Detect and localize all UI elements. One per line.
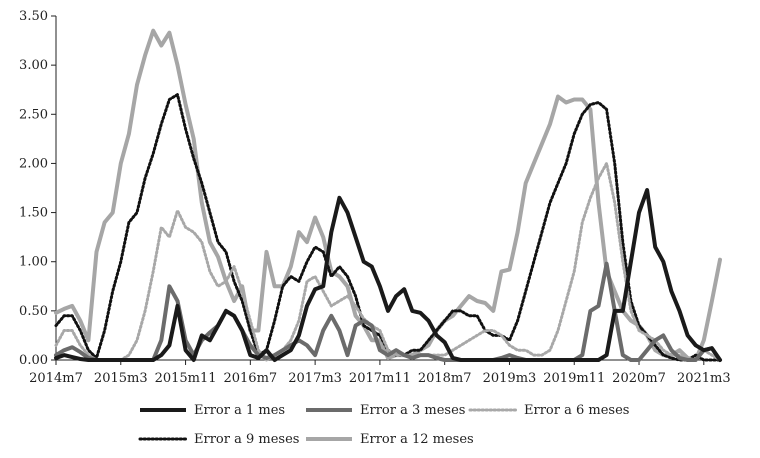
y-tick-label: 2.00 [19, 156, 48, 171]
legend-label: Error a 3 meses [360, 403, 465, 418]
y-tick-label: 1.50 [19, 206, 48, 221]
legend-label: Error a 6 meses [524, 403, 629, 418]
series-line-error-a-3-meses [54, 261, 722, 362]
x-tick-label: 2018m7 [418, 371, 472, 386]
x-tick-label: 2019m11 [543, 371, 605, 386]
y-tick-label: 0.50 [19, 304, 48, 319]
x-tick-label: 2021m3 [677, 371, 731, 386]
series-layer [54, 28, 722, 362]
x-tick-label: 2016m7 [223, 371, 277, 386]
axes: 0.00 0.50 1.00 1.50 2.00 2.50 3.00 3.50 2014m7 20… [19, 9, 731, 386]
legend-label: Error a 1 mes [194, 403, 285, 418]
x-tick-label: 2015m11 [155, 371, 217, 386]
x-tick-label: 2020m7 [612, 371, 666, 386]
y-tick-label: 3.00 [19, 58, 48, 73]
legend-label: Error a 12 meses [360, 432, 474, 447]
series-line-error-a-9-meses [54, 93, 722, 362]
series-line-error-a-6-meses [54, 161, 722, 362]
x-tick-label: 2017m3 [288, 371, 342, 386]
series-line-error-a-1-mes [54, 188, 722, 362]
x-tick-label: 2019m3 [483, 371, 537, 386]
x-tick-label: 2015m3 [94, 371, 148, 386]
y-tick-label: 2.50 [19, 107, 48, 122]
x-tick-label: 2017m11 [349, 371, 411, 386]
y-tick-label: 0.00 [19, 353, 48, 368]
y-tick-label: 1.00 [19, 255, 48, 270]
legend: Error a 1 mes Error a 3 meses Error a 6 me… [138, 403, 629, 447]
y-tick-label: 3.50 [19, 9, 48, 24]
x-tick-label: 2014m7 [29, 371, 83, 386]
legend-label: Error a 9 meses [194, 432, 299, 447]
